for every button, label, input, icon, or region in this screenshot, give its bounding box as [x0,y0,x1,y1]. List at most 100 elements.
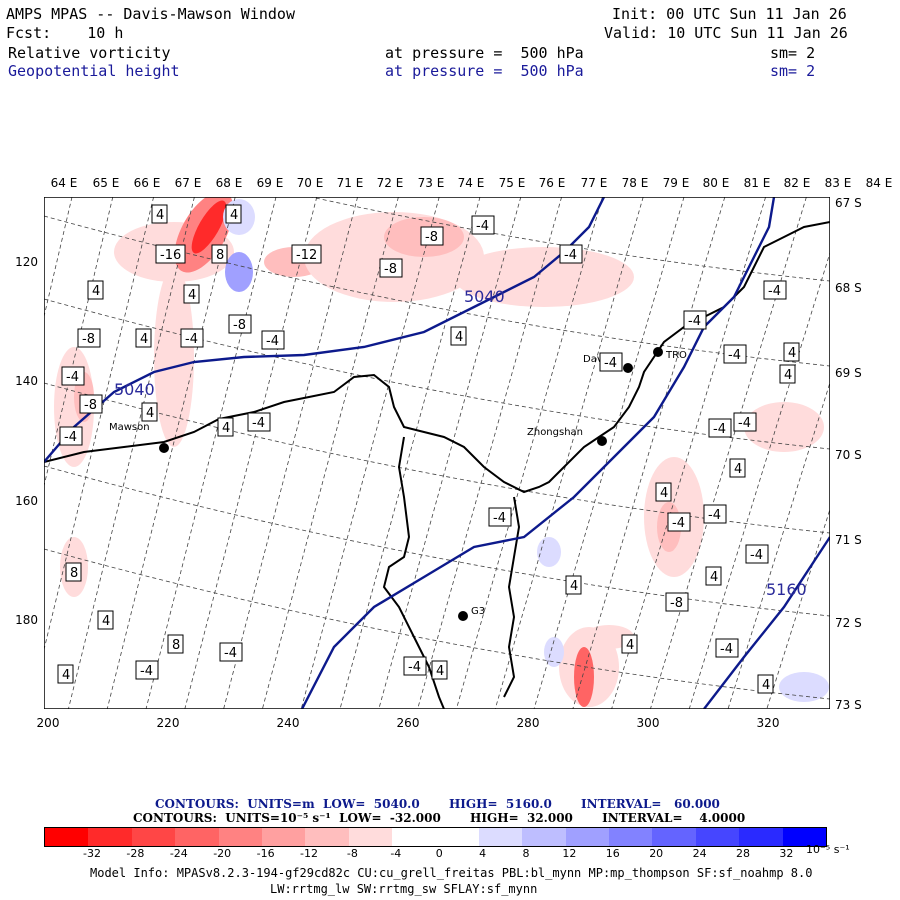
svg-text:-4: -4 [688,314,701,329]
vorticity-contour-label: -4 [180,328,204,348]
colorbar-tick-label: -12 [300,847,318,860]
vorticity-contour-label: -8 [228,314,252,334]
station-dot [458,611,468,621]
lon-label: 74 E [457,176,485,190]
vorticity-contour-label: 4 [87,280,104,300]
vorticity-contour-label: -4 [403,656,427,676]
x-tick-label: 260 [396,716,420,730]
lon-label: 68 E [215,176,243,190]
x-tick-label: 200 [36,716,60,730]
svg-text:-4: -4 [266,334,279,349]
vorticity-contour-label: 4 [135,328,152,348]
svg-text:-4: -4 [750,548,763,563]
vorticity-contour-label: 4 [565,575,582,595]
parallel-line [309,197,830,282]
svg-text:8: 8 [172,638,180,653]
colorbar-swatch [695,828,740,846]
lon-label: 72 E [376,176,404,190]
svg-text:-4: -4 [708,508,721,523]
height-contour-label: 5160 [766,580,807,599]
svg-text:8: 8 [216,248,224,263]
colorbar-tick-label: -16 [256,847,275,860]
x-tick-label: 220 [156,716,180,730]
vorticity-contour-label: -4 [715,638,739,658]
colorbar-swatch [435,828,479,846]
vorticity-contour-label: -4 [667,512,691,532]
lon-label: 84 E [865,176,893,190]
vorticity-contour-label: -4 [219,642,243,662]
lon-label: 81 E [743,176,771,190]
vorticity-contour-label: 4 [183,284,200,304]
svg-text:-8: -8 [425,230,438,245]
vorticity-contour-label: -8 [79,394,103,414]
y-tick-label: 160 [15,494,38,508]
model-info-line2: LW:rrtmg_lw SW:rrtmg_sw SFLAY:sf_mynn [270,882,538,896]
colorbar-tick-label: 24 [692,847,707,860]
lon-label: 78 E [621,176,649,190]
colorbar-swatch [609,828,653,846]
svg-text:4: 4 [762,678,770,693]
colorbar-swatch [88,828,132,846]
vorticity-contour-label: 4 [705,566,722,586]
svg-text:4: 4 [455,330,463,345]
lat-label: 71 S [835,533,862,547]
svg-text:-4: -4 [252,416,265,431]
svg-text:-4: -4 [224,646,237,661]
field2-smoothing: sm= 2 [770,62,816,80]
lat-label: 69 S [835,366,862,380]
station-label: Zhongshan [527,427,583,438]
colorbar-swatch [782,828,827,846]
colorbar-tick-label: -8 [346,847,358,860]
colorbar-swatch [218,828,262,846]
meridian-line [494,197,644,709]
vorticity-contour-label: -4 [723,344,747,364]
svg-text:4: 4 [710,570,718,585]
meridian-line [533,197,685,709]
colorbar-tick-label: 20 [649,847,664,860]
model-info-line1: Model Info: MPASv8.2.3-194-gf29cd82c CU:… [90,866,813,880]
lon-label: 77 E [580,176,608,190]
vorticity-contour-label: -4 [247,412,271,432]
svg-text:4: 4 [436,664,444,679]
lon-label: 69 E [256,176,284,190]
svg-text:4: 4 [102,614,110,629]
svg-text:-8: -8 [670,596,683,611]
station-dot [653,347,663,357]
colorbar-swatch [522,828,566,846]
vorticity-contour-label: 4 [217,417,234,437]
vorticity-contour-label: -4 [61,366,85,386]
field1-smoothing: sm= 2 [770,44,816,62]
station-label: Davis [583,354,611,365]
colorbar-swatch [565,828,610,846]
vorticity-contour-label: -4 [559,244,583,264]
svg-text:4: 4 [784,368,792,383]
meridian-line [339,197,481,709]
colorbar-tick-label: 8 [522,847,530,860]
x-tick-label: 240 [276,716,300,730]
weather-map: Mawson Davis Zhongshan G3 TRO 5040 5040 5160 4 4… [44,197,830,709]
meridian-line [378,197,522,709]
lon-label: 82 E [783,176,811,190]
x-tick-label: 320 [756,716,780,730]
lat-label: 70 S [835,448,862,462]
colorbar-tick-label: -24 [169,847,188,860]
field2-name: Geopotential height [8,62,180,80]
svg-text:4: 4 [788,346,796,361]
longitude-labels: 64 E 65 E 66 E 67 E 68 E 69 E 70 E 71 E 72 E 73 E… [0,176,900,192]
lon-label: 80 E [702,176,730,190]
colorbar-tick-label: 16 [605,847,620,860]
parallel-line [44,548,830,700]
parallel-line [44,215,830,367]
vorticity-contour-label: -4 [733,412,757,432]
valid-time: Valid: 10 UTC Sun 11 Jan 26 [604,24,848,42]
coastline [44,221,830,709]
colorbar-swatch [348,828,393,846]
vorticity-contour-label: 4 [57,664,74,684]
lon-label: 65 E [92,176,120,190]
meridian-line [68,197,195,709]
height-contour-info: CONTOURS: UNITS=m LOW= 5040.0 HIGH= 5160… [155,797,720,811]
vorticity-contour-label: 4 [779,364,796,384]
vorticity-contour-label: -4 [135,660,159,680]
vorticity-contour-label: 4 [621,634,638,654]
